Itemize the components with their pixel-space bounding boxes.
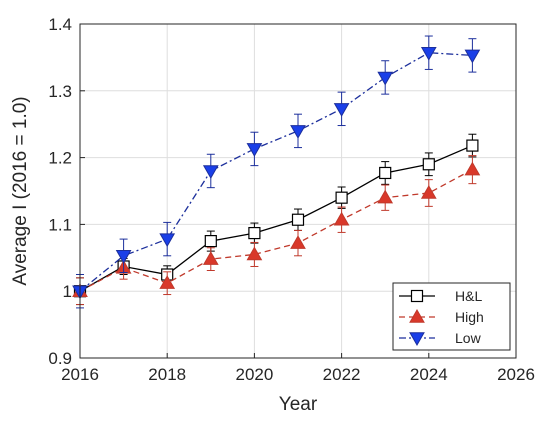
legend-item-high: High — [399, 308, 484, 325]
data-point — [422, 158, 435, 171]
axis-ticks: 2016 2018 2020 2022 2024 2026 0.9 1 1.1 1.2 1.3 1.4 — [48, 15, 535, 384]
legend-item-h-l: H&L — [399, 288, 482, 304]
y-axis-label: Average I (2016 = 1.0) — [10, 96, 31, 285]
data-point — [464, 161, 481, 176]
data-point — [377, 189, 394, 204]
data-point — [466, 139, 479, 152]
data-point — [333, 211, 350, 226]
legend-swatch-marker — [409, 332, 425, 347]
series-line — [79, 52, 473, 292]
data-point — [333, 103, 350, 117]
data-point — [420, 184, 437, 199]
x-tick-label: 2016 — [61, 365, 99, 384]
series-high — [72, 155, 481, 306]
data-point — [159, 233, 176, 248]
data-point — [290, 125, 306, 139]
data-point — [246, 246, 263, 261]
y-tick-label: 1.4 — [48, 15, 72, 34]
data-point — [159, 275, 176, 289]
y-tick-label: 1.2 — [48, 149, 72, 168]
legend-item-low: Low — [399, 330, 482, 347]
data-point — [115, 250, 132, 264]
data-point — [335, 191, 348, 204]
x-tick-label: 2024 — [410, 365, 448, 384]
legend-swatch-marker — [410, 289, 424, 303]
legend-label: High — [455, 309, 484, 325]
plot-frame — [79, 23, 517, 359]
data-point — [202, 251, 219, 265]
data-point — [290, 235, 306, 249]
x-tick-label: 2022 — [323, 365, 361, 384]
x-tick-label: 2018 — [148, 365, 186, 384]
legend: H&L High Low — [392, 282, 511, 351]
y-tick-label: 1.1 — [48, 215, 72, 234]
data-point — [204, 235, 217, 248]
x-tick-label: 2020 — [235, 365, 273, 384]
y-tick-label: 1.3 — [48, 82, 72, 101]
data-point — [377, 71, 394, 86]
y-tick-label: 0.9 — [48, 349, 72, 368]
data-point — [379, 166, 392, 180]
legend-label: Low — [455, 330, 482, 346]
x-axis-label: Year — [279, 394, 318, 415]
data-point — [420, 46, 437, 61]
data-point — [464, 49, 481, 64]
series-group — [72, 35, 481, 309]
data-point — [248, 226, 261, 240]
legend-label: H&L — [455, 288, 482, 304]
y-tick-label: 1 — [63, 282, 72, 301]
x-tick-label: 2026 — [497, 365, 535, 384]
series-h-l — [73, 133, 479, 306]
data-point — [246, 143, 263, 157]
series-line — [79, 144, 473, 292]
series-line — [79, 169, 473, 292]
data-point — [202, 165, 219, 179]
legend-swatch-marker — [409, 308, 425, 323]
series-low — [72, 35, 481, 309]
data-point — [291, 213, 305, 226]
